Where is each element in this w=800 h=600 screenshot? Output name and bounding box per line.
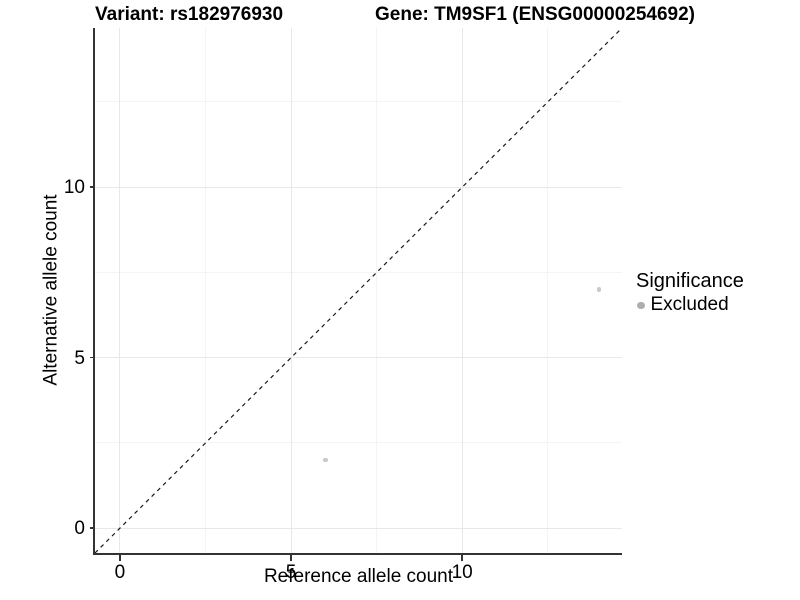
variant-title: Variant: rs182976930 [95, 4, 284, 25]
x-tick-label: 5 [285, 562, 297, 583]
legend: Significance Excluded [636, 270, 744, 316]
x-axis-title: Reference allele count [263, 566, 454, 587]
legend-item-label: Excluded [650, 294, 729, 315]
y-major-gridline [95, 527, 622, 529]
y-tick-label: 0 [74, 518, 85, 540]
y-minor-gridline [95, 442, 622, 444]
plot-panel [93, 28, 622, 555]
y-major-gridline [95, 186, 622, 188]
y-axis-tick [89, 527, 95, 529]
x-axis-tick [119, 555, 121, 561]
x-tick-label: 0 [114, 562, 126, 583]
y-axis-tick [89, 356, 95, 359]
legend-title: Significance [636, 270, 744, 292]
y-axis-tick [89, 186, 95, 188]
legend-item-excluded: Excluded [636, 294, 744, 316]
plot-panel-inner [95, 28, 622, 553]
y-tick-label: 5 [74, 347, 85, 369]
x-minor-gridline [205, 28, 207, 553]
x-minor-gridline [547, 28, 549, 553]
x-minor-gridline [376, 28, 378, 553]
x-major-gridline [119, 28, 121, 553]
gene-title: Gene: TM9SF1 (ENSG00000254692) [375, 4, 695, 25]
y-tick-label: 10 [63, 177, 85, 199]
y-minor-gridline [95, 101, 622, 103]
excluded-point-icon [637, 301, 645, 310]
x-major-gridline [461, 28, 463, 553]
x-major-gridline [290, 28, 292, 553]
x-axis-tick [461, 555, 463, 561]
identity-dashed-line [95, 28, 622, 553]
data-point [596, 287, 602, 292]
x-axis-tick [290, 555, 292, 561]
y-minor-gridline [95, 271, 622, 273]
identity-line-path [95, 28, 622, 553]
y-major-gridline [95, 357, 622, 359]
x-tick-label: 10 [451, 562, 473, 583]
data-point [323, 457, 328, 463]
